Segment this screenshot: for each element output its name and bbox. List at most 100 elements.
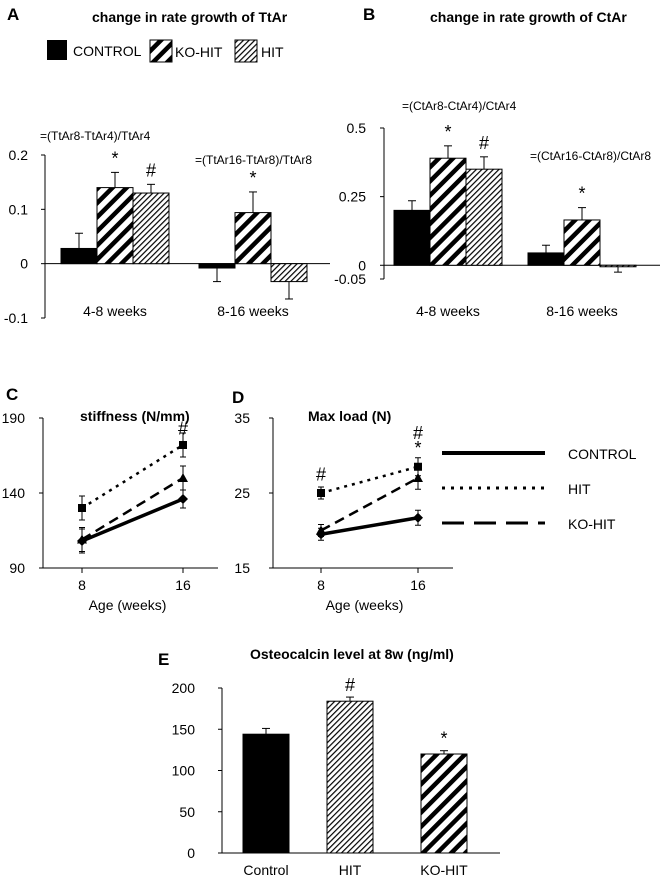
x-category-label: 8-16 weeks (217, 303, 289, 319)
x-category-label: HIT (339, 862, 362, 878)
significance-mark: # (413, 423, 423, 443)
bar-ko-hit (420, 753, 468, 854)
x-category-label: Control (243, 862, 288, 878)
formula-label: =(TtAr8-TtAr4)/TtAr4 (40, 129, 151, 143)
bar-control (527, 252, 565, 266)
significance-mark: # (146, 160, 156, 180)
significance-mark: * (444, 122, 451, 142)
significance-mark: * (414, 438, 421, 458)
data-point-hit (179, 441, 187, 449)
legend-kohit-label: KO-HIT (175, 44, 223, 60)
bar-ko-hit (563, 219, 601, 266)
significance-mark: * (249, 168, 256, 188)
formula-label: =(CtAr16-CtAr8)/CtAr8 (530, 149, 651, 163)
bar-ko-hit (96, 187, 134, 265)
y-tick-label: 0.5 (347, 120, 367, 136)
legend-control-label: CONTROL (73, 43, 142, 59)
y-tick-label: 35 (234, 410, 250, 426)
x-axis-label: Age (weeks) (326, 597, 404, 613)
chart-title: change in rate growth of TtAr (92, 9, 288, 25)
bar-control (198, 263, 236, 269)
chart-title: Osteocalcin level at 8w (ng/ml) (250, 646, 454, 662)
chart-title: stiffness (N/mm) (80, 408, 190, 424)
y-tick-label: 150 (172, 721, 196, 737)
legend-hit-label: HIT (261, 44, 284, 60)
legend-line-kohit-label: KO-HIT (568, 516, 616, 532)
y-tick-label: 15 (234, 560, 250, 576)
series-line-hit (81, 443, 184, 510)
significance-mark: # (479, 133, 489, 153)
legend-kohit-swatch (149, 39, 173, 63)
legend-hit-swatch (234, 39, 258, 63)
y-tick-label: 90 (9, 560, 25, 576)
data-point-ko-hit (316, 525, 326, 535)
data-point-control (413, 512, 423, 523)
significance-mark: # (178, 419, 188, 439)
data-point-hit (78, 504, 86, 512)
bar-control (393, 209, 431, 266)
bar-hit (465, 168, 503, 266)
series-line-control (320, 516, 419, 536)
data-point-control (178, 494, 188, 504)
bar-hit (599, 264, 637, 268)
y-tick-label: -0.05 (334, 271, 366, 287)
panel-letter: D (232, 388, 244, 407)
y-tick-label: 0 (358, 257, 366, 273)
bar-ko-hit (234, 212, 272, 265)
x-tick-label: 16 (175, 577, 191, 593)
x-category-label: 4-8 weeks (416, 303, 480, 319)
x-category-label: 4-8 weeks (83, 303, 147, 319)
x-tick-label: 8 (317, 577, 325, 593)
y-tick-label: 0 (187, 845, 195, 861)
y-tick-label: 140 (2, 485, 26, 501)
legend-top: CONTROL KO-HIT HIT (47, 39, 284, 63)
chart-title: change in rate growth of CtAr (430, 9, 627, 25)
y-tick-label: 0 (20, 256, 28, 272)
x-category-label: KO-HIT (420, 862, 468, 878)
bar-control (242, 733, 290, 854)
bar-hit (270, 263, 308, 283)
data-point-ko-hit (413, 473, 423, 482)
legend-control-swatch (47, 40, 67, 60)
panel-letter: A (7, 5, 19, 24)
formula-label: =(TtAr16-TtAr8)/TtAr8 (195, 153, 312, 167)
formula-label: =(CtAr8-CtAr4)/CtAr4 (402, 99, 517, 113)
significance-mark: * (578, 184, 585, 204)
y-tick-label: 100 (172, 763, 196, 779)
y-tick-label: 50 (179, 804, 195, 820)
chart-title: Max load (N) (308, 408, 391, 424)
y-tick-label: 0.25 (339, 189, 366, 205)
y-tick-label: -0.1 (4, 310, 28, 326)
y-tick-label: 25 (234, 485, 250, 501)
y-tick-label: 0.2 (9, 147, 29, 163)
series-line-hit (320, 465, 419, 495)
bar-ko-hit (429, 157, 467, 266)
significance-mark: * (111, 148, 118, 168)
legend-line-hit-label: HIT (568, 481, 591, 497)
chart-panel-e: E Osteocalcin level at 8w (ng/ml) 0 50 100 15… (158, 646, 500, 878)
bar-control (60, 247, 98, 265)
panel-letter: C (6, 385, 18, 404)
series-line-ko-hit (81, 476, 184, 541)
data-point-ko-hit (178, 473, 188, 482)
y-tick-label: 190 (2, 410, 26, 426)
data-point-hit (317, 489, 325, 497)
legend-lines: CONTROL HIT KO-HIT (442, 446, 637, 532)
x-tick-label: 8 (78, 577, 86, 593)
panel-letter: B (363, 5, 375, 24)
significance-mark: * (440, 729, 447, 749)
y-tick-label: 0.1 (9, 201, 29, 217)
bar-hit (326, 700, 374, 854)
x-category-label: 8-16 weeks (546, 303, 618, 319)
bar-hit (132, 192, 170, 265)
x-tick-label: 16 (410, 577, 426, 593)
y-tick-label: 200 (172, 680, 196, 696)
data-point-ko-hit (77, 534, 87, 544)
significance-mark: # (316, 464, 326, 484)
series-line-ko-hit (320, 476, 419, 532)
